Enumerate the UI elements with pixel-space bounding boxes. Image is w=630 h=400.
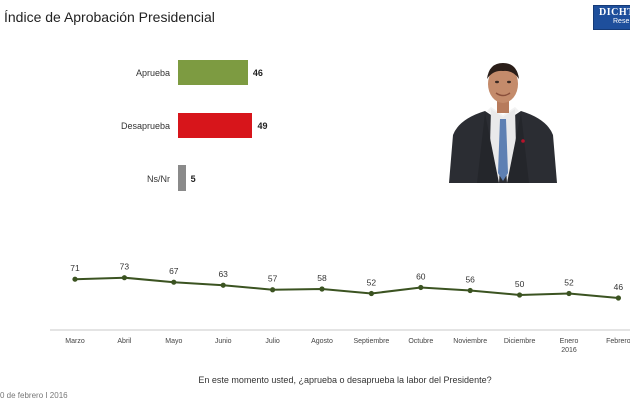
trend-point bbox=[72, 276, 78, 282]
trend-value-label: 63 bbox=[218, 269, 228, 279]
trend-value-label: 57 bbox=[268, 274, 278, 284]
trend-value-label: 73 bbox=[120, 262, 130, 272]
bar-value-desaprueba: 49 bbox=[257, 121, 268, 131]
bar-label-aprueba: Aprueba bbox=[135, 68, 170, 78]
month-axis-labels: Marzo Abril Mayo Junio Julio Agosto Septiembre… bbox=[65, 338, 630, 354]
trend-value-label: 58 bbox=[317, 273, 327, 283]
month-label: Diciembre bbox=[504, 338, 536, 345]
month-label: Enero 2016 bbox=[560, 338, 579, 354]
trend-point bbox=[171, 279, 177, 285]
president-photo bbox=[447, 57, 559, 183]
month-label: Febrero bbox=[606, 338, 630, 345]
trend-point bbox=[467, 287, 473, 294]
company-logo: DICHT Rese bbox=[593, 5, 630, 30]
bar-value-aprueba: 46 bbox=[252, 68, 263, 78]
logo-subtext: Rese bbox=[613, 18, 630, 25]
trend-point bbox=[418, 284, 424, 291]
trend-value-label: 60 bbox=[416, 271, 426, 281]
month-label: Octubre bbox=[408, 338, 433, 345]
month-label: Agosto bbox=[311, 338, 333, 345]
trend-point bbox=[220, 282, 226, 288]
trend-point bbox=[368, 290, 374, 297]
month-label: Septiembre bbox=[354, 338, 390, 345]
bar-label-nsnr: Ns/Nr bbox=[147, 174, 170, 184]
trend-point bbox=[319, 286, 325, 292]
trend-point bbox=[615, 295, 622, 301]
trend-value-labels: 71 73 67 63 57 58 52 60 56 50 52 46 bbox=[70, 262, 623, 292]
trend-value-label: 67 bbox=[169, 266, 179, 276]
bar-aprueba bbox=[178, 60, 248, 85]
trend-value-label: 52 bbox=[564, 277, 574, 287]
approval-trend-chart: 71 73 67 63 57 58 52 60 56 50 52 46 Marzo Abril Mayo J… bbox=[50, 262, 630, 354]
month-label: Mayo bbox=[165, 338, 182, 345]
month-label: Julio bbox=[265, 338, 280, 345]
trend-point bbox=[270, 287, 276, 293]
bar-desaprueba bbox=[178, 113, 253, 138]
month-label: Abril bbox=[117, 338, 131, 345]
trend-point bbox=[517, 292, 523, 298]
trend-value-label: 52 bbox=[367, 277, 377, 287]
footer-date: 0 de febrero I 2016 bbox=[0, 391, 68, 400]
chart-title: Índice de Aprobación Presidencial bbox=[4, 9, 215, 25]
logo-text: DICHT bbox=[599, 7, 630, 18]
trend-value-label: 71 bbox=[70, 263, 80, 273]
trend-point bbox=[566, 290, 572, 297]
bar-nsnr bbox=[178, 165, 186, 191]
survey-question: En este momento usted, ¿aprueba o desapr… bbox=[198, 375, 492, 385]
trend-point bbox=[121, 275, 127, 281]
trend-points bbox=[72, 275, 622, 301]
bar-value-nsnr: 5 bbox=[190, 174, 196, 184]
bar-label-desaprueba: Desaprueba bbox=[120, 121, 170, 131]
month-label: Junio bbox=[215, 338, 232, 345]
trend-value-label: 56 bbox=[465, 274, 475, 284]
month-label: Marzo bbox=[65, 338, 85, 345]
trend-value-label: 46 bbox=[614, 282, 624, 292]
approval-trend-line bbox=[74, 276, 619, 299]
trend-value-label: 50 bbox=[515, 279, 525, 289]
month-label: Noviembre bbox=[453, 338, 487, 345]
